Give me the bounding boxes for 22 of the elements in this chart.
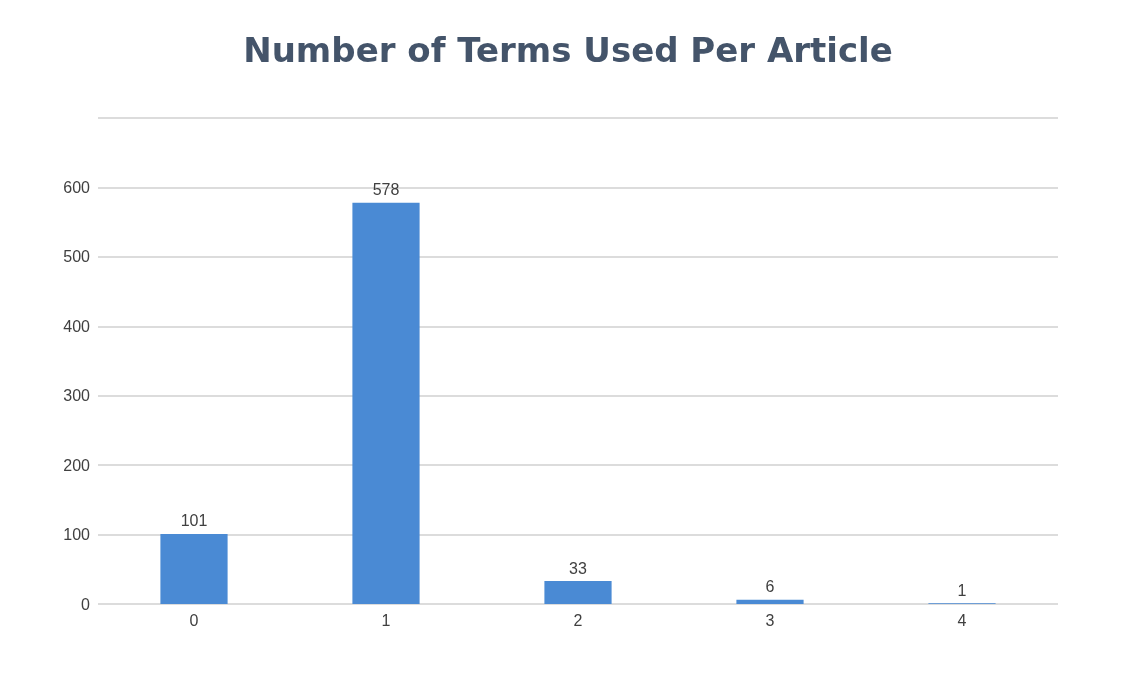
chart-title: Number of Terms Used Per Article: [243, 30, 893, 70]
data-label: 1: [957, 581, 967, 599]
x-tick-label: 2: [573, 611, 583, 629]
y-tick-label: 200: [63, 456, 91, 474]
data-label: 6: [765, 578, 775, 596]
y-tick-label: 600: [63, 178, 91, 196]
x-tick-label: 3: [765, 611, 775, 629]
data-label: 33: [569, 559, 587, 577]
x-tick-label: 1: [381, 611, 391, 629]
bar: [544, 581, 612, 604]
bar: [736, 599, 804, 604]
y-tick-label: 0: [81, 595, 91, 613]
data-label: 101: [180, 512, 208, 530]
data-label: 578: [372, 181, 400, 199]
bar: [160, 533, 228, 604]
bar: [352, 202, 420, 604]
y-tick-label: 500: [63, 248, 91, 266]
y-tick-label: 300: [63, 387, 91, 405]
y-tick-label: 400: [63, 317, 91, 335]
y-tick-label: 100: [63, 526, 91, 544]
x-tick-label: 0: [189, 611, 199, 629]
x-tick-label: 4: [957, 611, 967, 629]
